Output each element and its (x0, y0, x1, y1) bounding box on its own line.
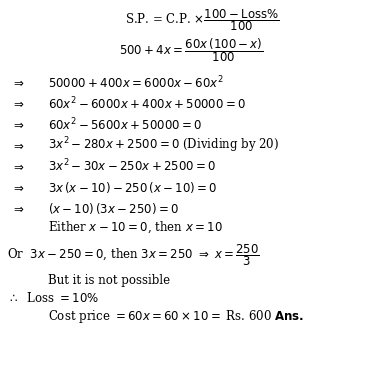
Text: Or  $3x - 250 = 0$, then $3x = 250$ $\Rightarrow$ $x = \dfrac{250}{3}$: Or $3x - 250 = 0$, then $3x = 250$ $\Rig… (7, 243, 260, 268)
Text: $60x^2 - 6000x + 400x + 50000 = 0$: $60x^2 - 6000x + 400x + 50000 = 0$ (48, 95, 246, 112)
Text: $(x - 10)\,(3x - 250) = 0$: $(x - 10)\,(3x - 250) = 0$ (48, 201, 179, 216)
Text: $\Rightarrow$: $\Rightarrow$ (11, 139, 25, 152)
Text: $3x^2 - 280x + 2500 = 0$ (Dividing by 20): $3x^2 - 280x + 2500 = 0$ (Dividing by 20… (48, 136, 279, 155)
Text: $\Rightarrow$: $\Rightarrow$ (11, 181, 25, 194)
Text: $\Rightarrow$: $\Rightarrow$ (11, 97, 25, 110)
Text: $\Rightarrow$: $\Rightarrow$ (11, 76, 25, 89)
Text: $\Rightarrow$: $\Rightarrow$ (11, 160, 25, 173)
Text: $50000 + 400x = 6000x - 60x^2$: $50000 + 400x = 6000x - 60x^2$ (48, 75, 224, 91)
Text: But it is not possible: But it is not possible (48, 274, 170, 287)
Text: $3x^2 - 30x - 250x + 2500 = 0$: $3x^2 - 30x - 250x + 2500 = 0$ (48, 158, 216, 175)
Text: $\therefore$  Loss $= 10\%$: $\therefore$ Loss $= 10\%$ (7, 291, 99, 305)
Text: $500 + 4x = \dfrac{60x\,(100 - x)}{100}$: $500 + 4x = \dfrac{60x\,(100 - x)}{100}$ (119, 37, 263, 64)
Text: Cost price $= 60x = 60 \times 10 =$ Rs. 600 $\mathbf{Ans.}$: Cost price $= 60x = 60 \times 10 =$ Rs. … (48, 308, 304, 325)
Text: $\Rightarrow$: $\Rightarrow$ (11, 202, 25, 214)
Text: $\Rightarrow$: $\Rightarrow$ (11, 118, 25, 131)
Text: S.P. = C.P. $\times\dfrac{100 - \mathrm{Loss\%}}{100}$: S.P. = C.P. $\times\dfrac{100 - \mathrm{… (125, 8, 280, 33)
Text: $60x^2 - 5600x + 50000 = 0$: $60x^2 - 5600x + 50000 = 0$ (48, 116, 202, 133)
Text: Either $x - 10 = 0$, then $x = 10$: Either $x - 10 = 0$, then $x = 10$ (48, 219, 223, 235)
Text: $3x\,(x - 10) - 250\,(x - 10) = 0$: $3x\,(x - 10) - 250\,(x - 10) = 0$ (48, 180, 217, 195)
